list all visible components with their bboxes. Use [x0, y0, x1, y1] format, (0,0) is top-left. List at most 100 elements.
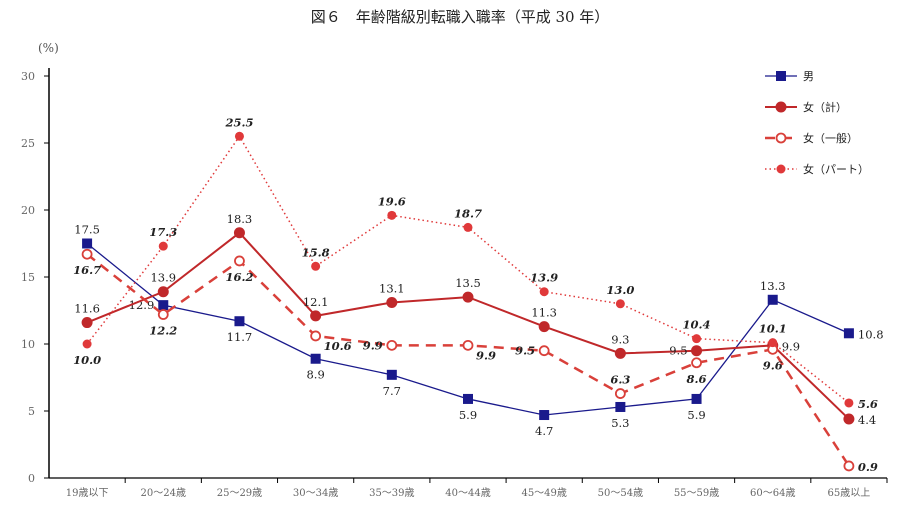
data-label-female-part: 17.3: [149, 225, 177, 239]
data-label-male: 4.7: [535, 424, 553, 438]
x-tick-label: 65歳以上: [828, 487, 871, 499]
y-tick-label: 0: [28, 472, 35, 485]
y-tick-label: 30: [21, 70, 35, 83]
data-label-male: 8.9: [306, 368, 324, 382]
data-point-male: [539, 410, 550, 421]
data-point-female-general: [81, 248, 93, 260]
series-line-female-part: [86, 134, 850, 404]
data-label-female-total: 12.1: [303, 295, 329, 309]
data-point-female-total: [386, 296, 398, 308]
data-point-female-general: [386, 339, 398, 351]
data-label-female-general: 9.9: [476, 348, 496, 362]
data-label-male: 5.9: [459, 408, 477, 422]
data-label-female-total: 9.5: [669, 344, 687, 358]
data-point-female-general: [462, 339, 474, 351]
x-tick-label: 50～54歳: [598, 487, 643, 499]
data-label-female-general: 6.3: [610, 373, 630, 387]
chart-title: 図６ 年齢階級別転職入職率（平成 30 年）: [311, 8, 610, 26]
data-label-female-general: 16.7: [73, 263, 101, 277]
data-label-male: 5.9: [687, 408, 705, 422]
data-point-female-general: [157, 309, 169, 320]
data-label-female-general: 9.6: [763, 358, 783, 372]
x-tick-label: 20～24歳: [141, 487, 186, 499]
y-axis-label: (%): [38, 41, 59, 55]
data-point-female-general: [234, 255, 245, 267]
data-point-female-total: [157, 286, 169, 298]
x-tick-label: 45～49歳: [521, 487, 566, 499]
legend-marker-female-total: [775, 101, 787, 113]
data-label-female-general: 0.9: [858, 460, 878, 474]
data-point-female-total: [233, 227, 245, 239]
data-point-female-general: [538, 345, 550, 357]
legend-label-female-part: 女（パート）: [803, 162, 869, 176]
y-tick-label: 5: [28, 405, 35, 418]
data-label-female-general: 9.5: [515, 344, 535, 358]
data-label-female-total: 11.3: [531, 306, 557, 320]
data-label-female-general: 8.6: [687, 372, 707, 386]
data-label-female-general: 9.9: [363, 338, 383, 352]
y-tick-label: 25: [21, 137, 35, 150]
data-point-female-general: [310, 330, 322, 342]
x-tick-label: 40～44歳: [445, 487, 490, 499]
data-label-female-total: 13.5: [455, 276, 481, 290]
data-point-female-general: [614, 388, 626, 399]
data-point-female-part: [158, 241, 168, 251]
y-tick-label: 20: [21, 204, 35, 217]
data-point-female-part: [463, 222, 473, 232]
data-point-male: [386, 369, 397, 380]
data-label-female-part: 13.9: [530, 271, 558, 285]
x-tick-label: 19歳以下: [66, 487, 109, 499]
data-point-male: [615, 401, 626, 412]
data-point-female-part: [311, 261, 321, 271]
data-label-male: 7.7: [383, 384, 401, 398]
data-point-male: [463, 393, 473, 404]
data-label-female-part: 15.8: [302, 245, 330, 259]
data-point-male: [691, 393, 702, 404]
data-label-female-part: 10.4: [683, 318, 711, 332]
data-point-female-part: [387, 210, 397, 220]
data-label-male: 10.8: [858, 327, 884, 341]
legend-label-female-total: 女（計）: [803, 100, 847, 114]
data-label-female-total: 18.3: [227, 212, 253, 226]
data-point-female-part: [82, 339, 92, 349]
legend-marker-female-part: [776, 164, 786, 174]
data-point-female-part: [768, 338, 778, 348]
y-tick-label: 10: [21, 338, 35, 351]
data-point-male: [310, 353, 321, 364]
data-point-female-total: [843, 413, 855, 425]
data-label-female-total: 13.9: [150, 271, 176, 285]
data-point-female-part: [692, 334, 702, 344]
data-label-female-total: 9.9: [782, 339, 800, 353]
data-point-male: [82, 238, 93, 249]
y-tick-label: 15: [21, 271, 35, 284]
data-point-female-total: [462, 291, 474, 303]
data-label-male: 13.3: [760, 279, 786, 293]
data-point-female-part: [615, 299, 625, 309]
data-label-male: 17.5: [74, 223, 100, 237]
data-point-female-total: [691, 345, 703, 357]
data-point-female-total: [538, 321, 550, 333]
data-label-female-total: 11.6: [74, 302, 100, 316]
legend-label-male: 男: [803, 70, 814, 83]
data-point-male: [158, 300, 169, 311]
data-label-female-part: 5.6: [858, 397, 878, 411]
data-point-male: [234, 316, 245, 327]
data-label-female-general: 16.2: [225, 270, 253, 284]
data-point-female-general: [691, 357, 702, 369]
legend-marker-female-general: [775, 132, 787, 144]
legend-label-female-general: 女（一般）: [803, 131, 858, 145]
data-label-male: 5.3: [611, 416, 629, 430]
data-point-female-total: [614, 347, 626, 359]
data-point-female-total: [81, 317, 93, 329]
data-point-female-part: [234, 131, 244, 141]
legend-marker-male: [776, 71, 786, 81]
data-point-female-general: [843, 460, 855, 472]
data-label-female-part: 25.5: [224, 115, 253, 129]
data-point-female-part: [844, 398, 854, 408]
data-label-female-total: 9.3: [611, 332, 629, 346]
x-tick-label: 60～64歳: [750, 487, 795, 499]
data-label-male: 11.7: [227, 330, 253, 344]
series-line-female-total: [86, 231, 850, 420]
